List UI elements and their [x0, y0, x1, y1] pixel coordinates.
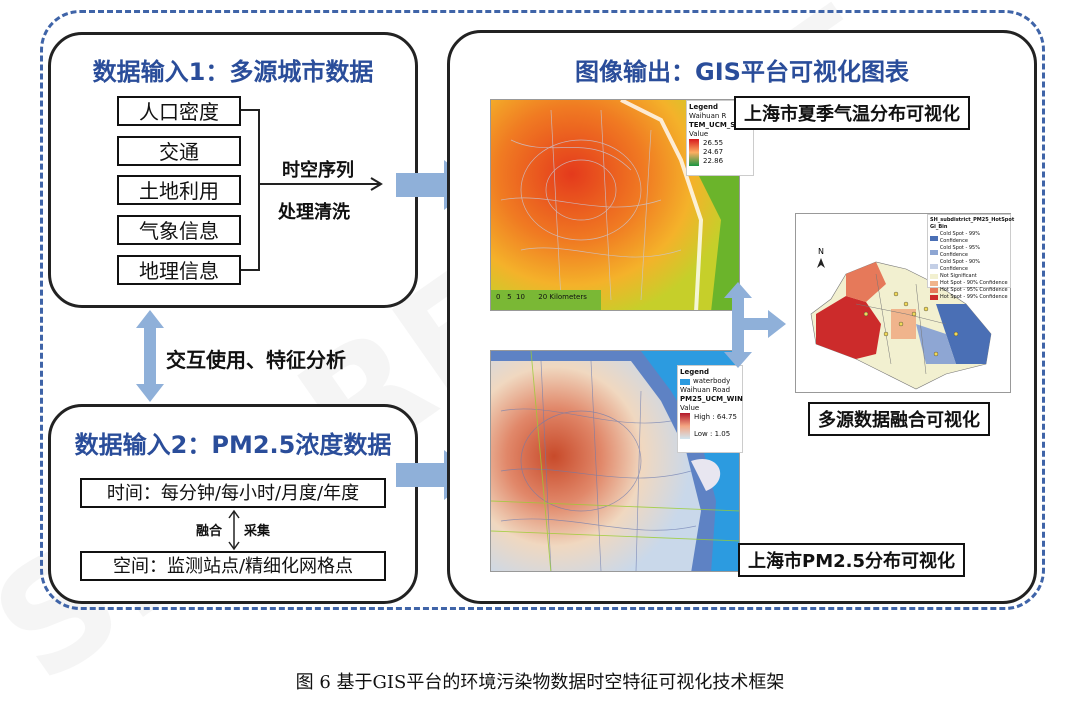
pm-color-ramp [680, 413, 690, 439]
temperature-map-scale: 0 5 10 20 Kilometers [496, 293, 587, 301]
hotspot-map-legend: SH_subdistrict_PM25_HotSpot Gi_Bin Cold … [927, 214, 1015, 300]
hotspot-legend-swatch [930, 274, 938, 279]
hotspot-legend-entries: Cold Spot - 99% Confidence Cold Spot - 95… [930, 231, 1008, 301]
interaction-double-arrow [136, 310, 164, 402]
hotspot-legend-swatch [930, 235, 938, 241]
pm25-map-graphic [491, 351, 739, 571]
hotspot-legend-swatch [930, 249, 938, 255]
time-box: 时间：每分钟/每小时/月度/年度 [80, 478, 386, 508]
hotspot-legend-label: Cold Spot - 95% Confidence [939, 245, 980, 258]
input2-title: 数据输入2：PM2.5浓度数据 [74, 431, 392, 459]
hotspot-legend-swatch [930, 288, 938, 293]
fusion-cross-arrow [724, 282, 786, 368]
temp-legend-road: Waihuan R [689, 112, 727, 120]
hotspot-legend-entry: Not Significant [930, 273, 1008, 280]
hotspot-legend-entry: Cold Spot - 95% Confidence [930, 245, 1008, 259]
pm25-map-legend: Legend waterbody Waihuan Road PM25_UCM_W… [677, 365, 743, 453]
hotspot-legend-label: Not Significant [940, 273, 977, 279]
hotspot-legend-swatch [930, 263, 938, 269]
hotspot-legend-label: Hot Spot - 99% Confidence [940, 294, 1008, 300]
pm-legend-layer: PM25_UCM_WIN [680, 395, 743, 403]
interaction-label: 交互使用、特征分析 [166, 348, 346, 372]
hotspot-legend-label: Hot Spot - 90% Confidence [940, 280, 1008, 286]
pm-legend-ramp: High : 64.75 Low : 1.05 [680, 413, 740, 439]
item-population-density: 人口密度 [117, 96, 241, 126]
temp-value-high: 26.55 [703, 139, 724, 147]
temp-legend-title: Legend [689, 103, 718, 111]
hotspot-legend-title: SH_subdistrict_PM25_HotSpot [930, 217, 1015, 223]
hotspot-legend-swatch [930, 281, 938, 286]
hotspot-legend-entry: Cold Spot - 99% Confidence [930, 231, 1008, 245]
fuse-collect-arrow [228, 509, 240, 551]
pm-legend-road: Waihuan Road [680, 386, 731, 394]
outer-frame [40, 10, 1045, 610]
fusion-caption: 多源数据融合可视化 [808, 402, 990, 436]
hotspot-legend-entry: Hot Spot - 90% Confidence [930, 280, 1008, 287]
temp-legend-ramp: 26.55 24.67 22.86 [689, 139, 751, 166]
pm25-caption: 上海市PM2.5分布可视化 [738, 543, 965, 577]
item-land-use: 土地利用 [117, 175, 241, 205]
hotspot-legend-label: Cold Spot - 90% Confidence [939, 259, 980, 272]
temp-legend-layer: TEM_UCM_Su [689, 121, 741, 129]
pm-legend-title: Legend [680, 368, 709, 376]
pm-value-high: High : 64.75 [694, 413, 737, 421]
temperature-caption: 上海市夏季气温分布可视化 [734, 96, 970, 130]
pm-legend-value: Value [680, 404, 700, 412]
hotspot-legend-bin: Gi_Bin [930, 224, 948, 230]
hotspot-legend-swatch [930, 295, 938, 300]
svg-text:N: N [818, 247, 824, 256]
fuse-label: 融合 [196, 524, 223, 539]
hotspot-legend-entry: Cold Spot - 90% Confidence [930, 259, 1008, 273]
collect-label: 采集 [244, 524, 271, 539]
output-title: 图像输出：GIS平台可视化图表 [575, 58, 909, 86]
process-label-sequence: 时空序列 [282, 160, 354, 181]
hotspot-legend-label: Cold Spot - 99% Confidence [939, 231, 980, 244]
pm-legend-waterbody: waterbody [693, 377, 731, 385]
input1-title: 数据输入1：多源城市数据 [92, 58, 374, 86]
temp-legend-value: Value [689, 130, 709, 138]
hotspot-map-graphic: N [810, 247, 992, 390]
pm-legend-waterbody-row: waterbody [680, 377, 740, 386]
temp-value-mid: 24.67 [703, 148, 724, 156]
hotspot-legend-entry: Hot Spot - 99% Confidence [930, 294, 1008, 301]
hotspot-legend-entry: Hot Spot - 95% Confidence [930, 287, 1008, 294]
item-geo-info: 地理信息 [117, 255, 241, 285]
item-traffic: 交通 [117, 136, 241, 166]
process-label-cleaning: 处理清洗 [278, 202, 350, 223]
process-bracket [241, 109, 383, 271]
figure-caption: 图 6 基于GIS平台的环境污染物数据时空特征可视化技术框架 [295, 672, 785, 693]
hotspot-legend-label: Hot Spot - 95% Confidence [940, 287, 1008, 293]
temp-value-low: 22.86 [703, 157, 724, 165]
item-weather-info: 气象信息 [117, 215, 241, 245]
temp-color-ramp [689, 139, 699, 166]
pm-value-low: Low : 1.05 [694, 430, 731, 438]
space-box: 空间：监测站点/精细化网格点 [80, 551, 386, 581]
waterbody-swatch [680, 378, 690, 385]
pm25-map [490, 350, 740, 572]
